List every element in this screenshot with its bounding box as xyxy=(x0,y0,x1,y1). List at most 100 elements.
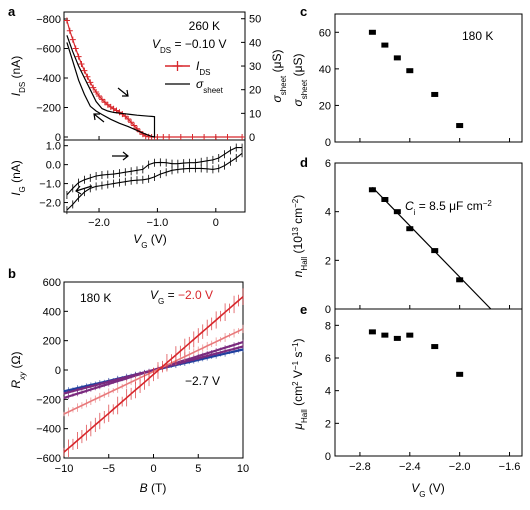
panel-e-point xyxy=(431,344,439,350)
ids-marker xyxy=(224,134,231,140)
panel-a-bottom-ytick-label: −2.0 xyxy=(39,198,61,210)
panel-e-xtick-label: −2.4 xyxy=(399,461,421,473)
ids-marker xyxy=(177,134,184,140)
panel-e-ytick-label: 8 xyxy=(325,320,331,332)
ids-marker xyxy=(69,36,76,43)
ids-marker xyxy=(72,45,79,52)
panel-d-ylabel: nHall (1013 cm−2) xyxy=(291,195,309,278)
panel-d-label: d xyxy=(300,155,308,170)
panel-c-point xyxy=(431,91,439,97)
panel-e-ytick-label: 0 xyxy=(325,451,331,463)
panel-a-label: a xyxy=(8,4,16,19)
panel-a-y2tick-label: 30 xyxy=(249,61,261,73)
ids-marker xyxy=(212,134,219,140)
panel-d-point xyxy=(368,187,376,193)
panel-d-point xyxy=(456,277,464,283)
panel-d-ytick-label: 2 xyxy=(325,255,331,267)
ids-marker xyxy=(96,93,102,99)
ids-marker xyxy=(63,17,70,24)
ids-marker xyxy=(189,134,196,140)
panel-d-ytick-label: 6 xyxy=(325,158,331,170)
panel-c-point xyxy=(406,68,414,74)
panel-c-ytick-label: 60 xyxy=(319,27,331,39)
panel-e-xtick-label: −2.0 xyxy=(449,461,471,473)
panel-a-annot-temp: 260 K xyxy=(189,19,220,33)
panel-b-xtick-label: 0 xyxy=(150,463,156,475)
panel-b-ytick-label: 600 xyxy=(43,277,61,289)
panel-c-point xyxy=(368,29,376,35)
panel-e-point xyxy=(368,329,376,335)
panel-a-ytick-label: −800 xyxy=(36,14,61,26)
ids-marker xyxy=(131,122,138,129)
panel-a-ylabel-bottom: IG (nA) xyxy=(9,160,27,196)
panel-d-ytick-label: 0 xyxy=(325,304,331,316)
panel-d-point xyxy=(406,226,414,232)
panel-c-ytick-label: 20 xyxy=(319,100,331,112)
ids-marker xyxy=(128,119,135,126)
panel-d-fit-line xyxy=(371,186,492,310)
panel-e-point xyxy=(381,332,389,338)
panel-b-annot-temp: 180 K xyxy=(80,291,111,305)
ids-marker xyxy=(87,79,94,86)
arrow-reverse-top xyxy=(93,113,105,123)
legend-ids-marker xyxy=(172,61,183,71)
panel-b-annot-vg: VG = −2.0 V xyxy=(150,288,213,306)
panel-a-xtick-label: −2.0 xyxy=(88,217,110,229)
panel-c-point xyxy=(393,55,401,61)
panel-b-ytick-label: 0 xyxy=(55,365,61,377)
panel-b-ytick-label: −200 xyxy=(36,394,61,406)
panel-e-ytick-label: 6 xyxy=(325,353,331,365)
ids-marker xyxy=(201,134,208,140)
panel-e-label: e xyxy=(300,302,307,317)
ids-marker xyxy=(125,116,132,122)
panel-b-ytick-label: 200 xyxy=(43,336,61,348)
panel-b-xlabel: B (T) xyxy=(140,481,167,495)
panel-d-annot: Ci = 8.5 μF cm−2 xyxy=(405,199,492,217)
panel-a-ylabel-right: σsheet (μS) xyxy=(270,49,288,102)
panel-a-y2tick-label: 10 xyxy=(249,108,261,120)
panel-a-xlabel: VG (V) xyxy=(133,232,167,250)
panel-a-ytick-label: −200 xyxy=(36,103,61,115)
panel-a-ytick-label: −600 xyxy=(36,44,61,56)
panel-b-xtick-label: −5 xyxy=(102,463,115,475)
panel-a-bottom-ytick-label: −1.0 xyxy=(39,179,61,191)
ids-marker xyxy=(75,53,82,60)
panel-b-xtick-label: 5 xyxy=(195,463,201,475)
panel-b-label: b xyxy=(8,266,16,281)
panel-a-ytick-label: 0 xyxy=(55,132,61,144)
sigma-line xyxy=(66,35,156,138)
panel-c-ylabel: σsheet (μS) xyxy=(291,53,309,106)
panel-a-ytick-label: −400 xyxy=(36,73,61,85)
panel-a-y2tick-label: 0 xyxy=(249,132,255,144)
panel-c-frame xyxy=(334,13,523,143)
panel-b-xtick-label: −10 xyxy=(55,463,74,475)
panel-a-y2tick-label: 50 xyxy=(249,14,261,26)
panel-c-point xyxy=(381,42,389,48)
panel-e-point xyxy=(406,332,414,338)
panel-e-point xyxy=(456,371,464,377)
panel-e-frame xyxy=(334,308,523,457)
panel-c-ytick-label: 0 xyxy=(325,137,331,149)
panel-e-ytick-label: 2 xyxy=(325,418,331,430)
panel-e-ytick-label: 4 xyxy=(325,386,331,398)
ids-marker xyxy=(154,134,161,140)
panel-c-ytick-label: 40 xyxy=(319,64,331,76)
panel-a-xtick-label: −1.0 xyxy=(147,217,169,229)
panel-b-ytick-label: −600 xyxy=(36,453,61,465)
panel-e-ylabel: μHall (cm2 V−1 s−1) xyxy=(291,338,309,430)
panel-c-annot-temp: 180 K xyxy=(462,29,493,43)
panel-a-ylabel-top: IDS (nA) xyxy=(9,56,27,96)
panel-a-y2tick-label: 20 xyxy=(249,85,261,97)
panel-a-annot-vds: VDS = −0.10 V xyxy=(152,37,227,55)
ids-marker xyxy=(78,61,85,67)
ids-marker xyxy=(160,134,167,140)
panel-b-ylabel: Rxy (Ω) xyxy=(9,352,27,389)
arrow-forward-top xyxy=(117,87,129,97)
panel-d-frame xyxy=(334,162,523,310)
panel-b-ytick-label: −400 xyxy=(36,424,61,436)
legend-sigma-label: σsheet xyxy=(196,77,224,95)
panel-a-bottom-ytick-label: 1.0 xyxy=(46,141,61,153)
rxy-line-0 xyxy=(63,296,244,453)
panel-b-xtick-label: 10 xyxy=(237,463,249,475)
